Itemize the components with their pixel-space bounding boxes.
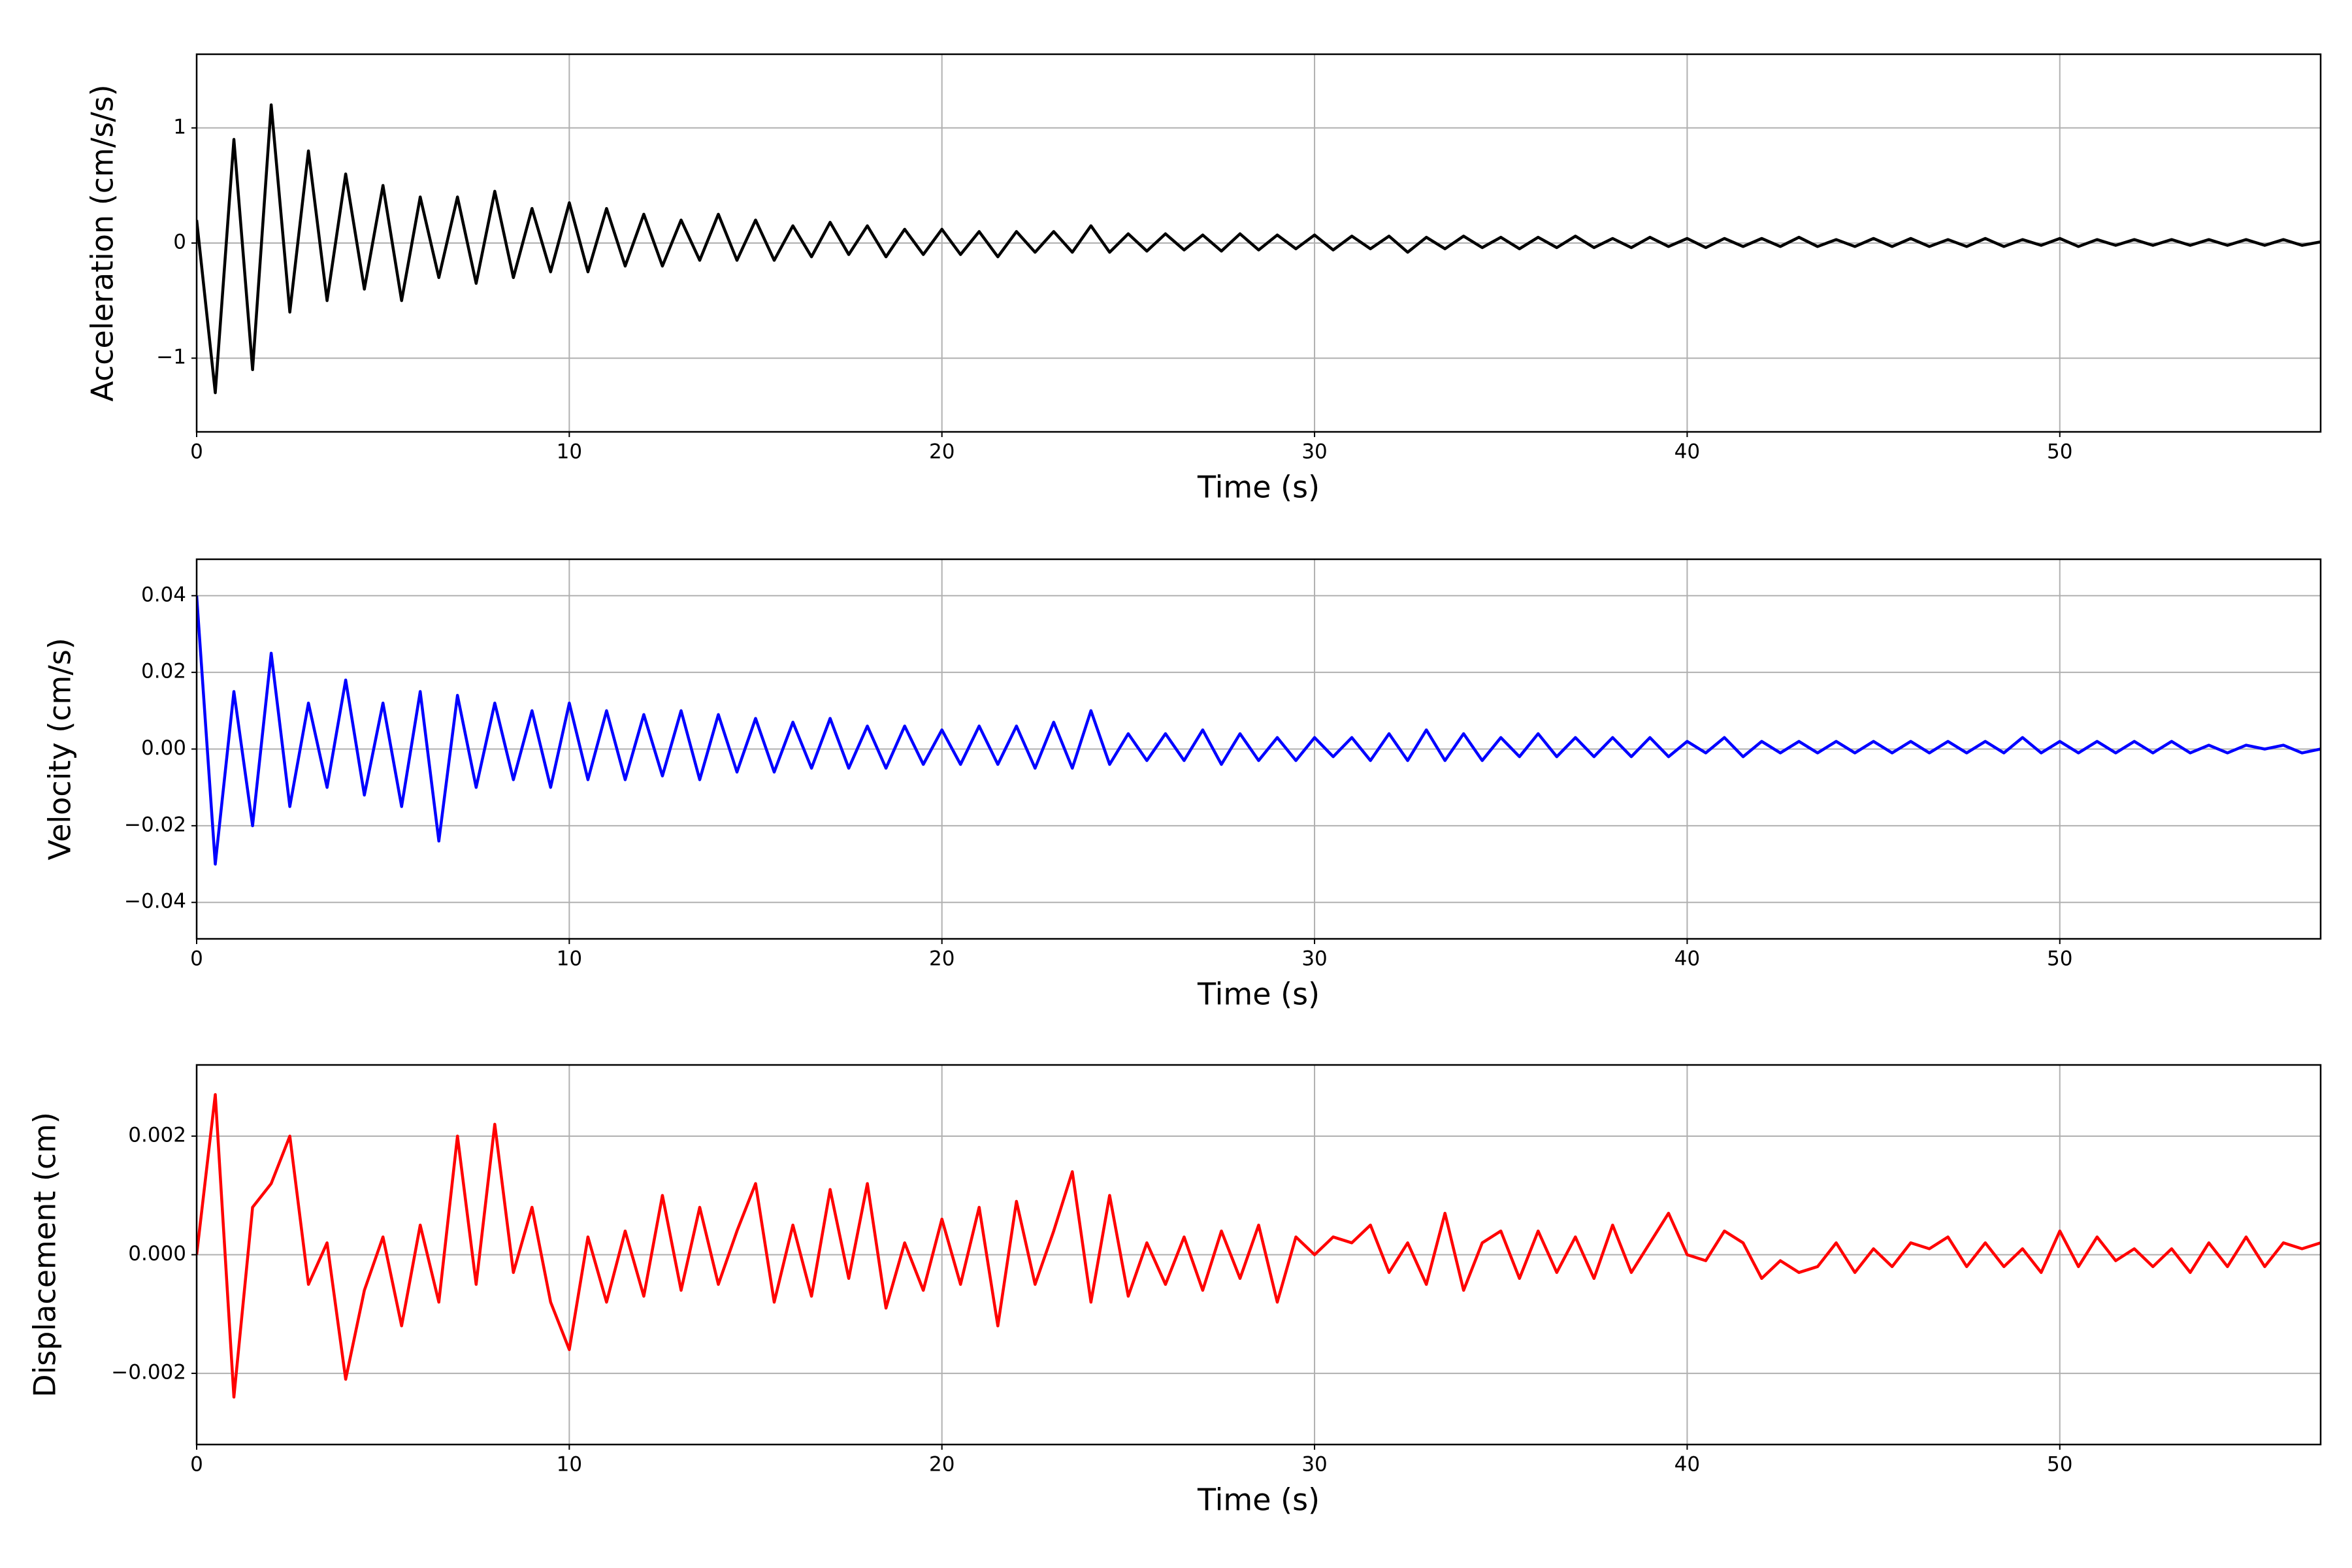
x-tick-label: 50 <box>2047 947 2072 971</box>
y-tick-label: 0.002 <box>128 1123 186 1147</box>
x-tick-label: 0 <box>190 947 203 971</box>
x-tick-label: 30 <box>1301 1453 1327 1477</box>
x-axis-label: Time (s) <box>1197 1482 1320 1518</box>
signal-line <box>197 103 2321 395</box>
plot-frame <box>195 53 2322 433</box>
y-axis-label: Velocity (cm/s) <box>42 638 78 860</box>
x-tick-label: 50 <box>2047 440 2072 464</box>
x-tick-label: 10 <box>557 947 582 971</box>
y-tick-label: 0.00 <box>141 736 186 760</box>
signal-line <box>197 595 2321 866</box>
y-axis-label: Displacement (cm) <box>27 1112 63 1397</box>
x-tick-label: 10 <box>557 440 582 464</box>
y-tick-label: 0.04 <box>141 583 186 606</box>
y-axis-label: Acceleration (cm/s/s) <box>85 84 120 401</box>
x-tick-label: 40 <box>1674 1453 1700 1477</box>
x-tick-label: 50 <box>2047 1453 2072 1477</box>
x-tick-label: 20 <box>929 440 955 464</box>
x-axis-label: Time (s) <box>1197 977 1320 1012</box>
y-tick-label: 1 <box>173 115 186 139</box>
y-tick-label: 0.000 <box>128 1242 186 1266</box>
x-tick-label: 40 <box>1674 947 1700 971</box>
x-tick-label: 10 <box>557 1453 582 1477</box>
x-tick-label: 0 <box>190 440 203 464</box>
y-tick-label: 0.02 <box>141 660 186 683</box>
plot-frame <box>195 558 2322 940</box>
x-tick-label: 30 <box>1301 947 1327 971</box>
x-tick-label: 0 <box>190 1453 203 1477</box>
x-tick-label: 30 <box>1301 440 1327 464</box>
x-axis-label: Time (s) <box>1197 470 1320 505</box>
y-tick-label: −0.04 <box>124 890 186 913</box>
plot-frame <box>195 1064 2322 1446</box>
y-tick-label: −0.02 <box>124 813 186 836</box>
y-tick-label: −0.002 <box>111 1361 186 1384</box>
signal-line <box>197 1093 2321 1399</box>
y-tick-label: 0 <box>173 231 186 254</box>
y-tick-label: −1 <box>156 346 186 369</box>
x-tick-label: 20 <box>929 1453 955 1477</box>
x-tick-label: 20 <box>929 947 955 971</box>
x-tick-label: 40 <box>1674 440 1700 464</box>
